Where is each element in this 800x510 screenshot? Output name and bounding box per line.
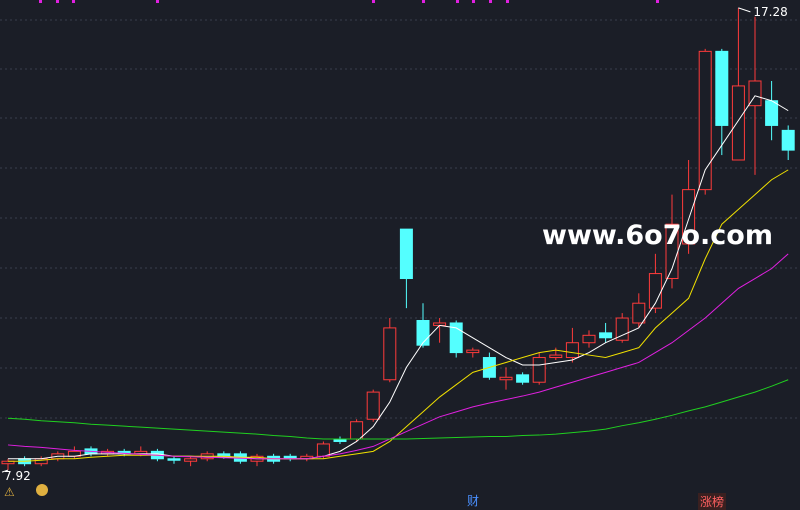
candle-body <box>682 189 696 245</box>
marker-box <box>698 493 726 510</box>
candle-body <box>466 349 480 354</box>
icon <box>36 484 48 496</box>
candle-body <box>615 317 629 341</box>
candle-body <box>549 354 563 359</box>
candle-body <box>698 50 712 191</box>
event-marker: 财 <box>467 494 479 508</box>
candle-body <box>582 334 596 344</box>
max-pointer <box>738 7 751 13</box>
candle-body <box>632 302 646 324</box>
ma-line <box>7 253 789 460</box>
candle-body <box>781 129 795 151</box>
candle-body <box>416 319 430 346</box>
candle-body <box>167 458 181 461</box>
event-marker: 涨榜 <box>700 494 724 509</box>
candle-body <box>449 322 463 354</box>
candle-body <box>366 391 380 420</box>
candle-body <box>565 342 579 359</box>
candle-body <box>599 332 613 339</box>
candle-body <box>383 327 397 381</box>
ma-line <box>7 379 789 440</box>
watermark: www.6o7o.com <box>542 220 773 251</box>
candle-body <box>499 376 513 381</box>
candle-body <box>184 458 198 462</box>
min-pointer <box>1 469 9 473</box>
candle-body <box>399 228 413 280</box>
max-label: 17.28 <box>753 5 787 19</box>
candle-body <box>731 85 745 161</box>
ma-line <box>8 169 789 462</box>
candle-body <box>516 374 530 383</box>
candle-body <box>532 357 546 383</box>
candle-body <box>765 100 779 126</box>
bottom-icons: ⚠ <box>4 484 48 499</box>
min-label: 7.92 <box>4 469 31 483</box>
candle-body <box>715 50 729 126</box>
icon: ⚠ <box>4 485 15 499</box>
top-dots <box>39 0 659 3</box>
plot: 17.28 7.92 <box>1 5 795 483</box>
candle-body <box>316 443 330 457</box>
candle-body <box>350 421 364 440</box>
